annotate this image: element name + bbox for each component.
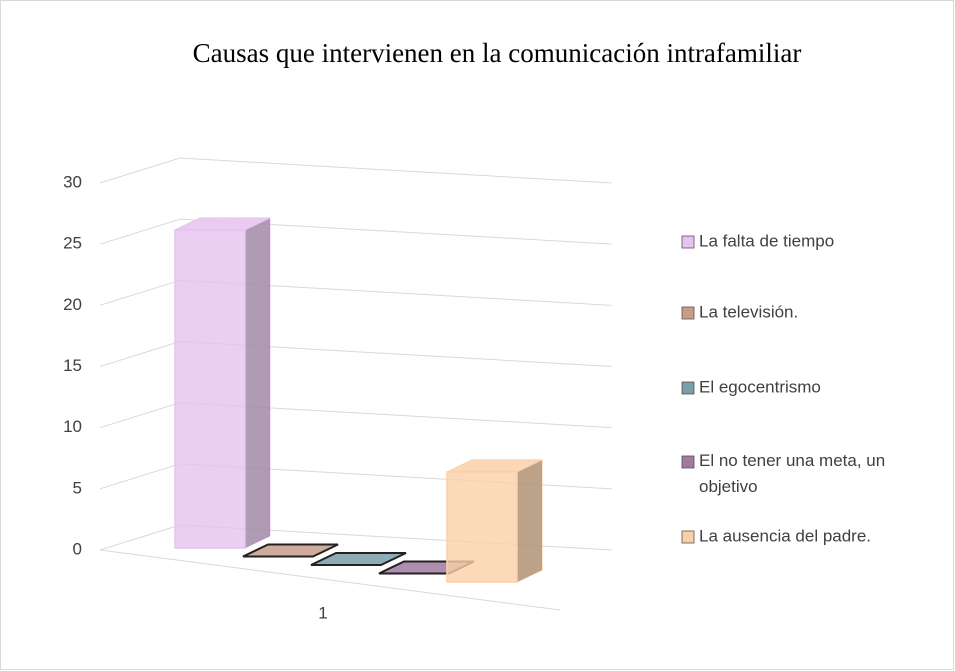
legend-swatch <box>681 306 695 320</box>
bar-side-shade <box>517 459 542 582</box>
bar-side-shade <box>245 217 270 548</box>
grid-line <box>99 218 613 245</box>
legend-label: El no tener una meta, un objetivo <box>699 451 885 496</box>
legend-label: El egocentrismo <box>699 377 821 396</box>
y-tick-label: 10 <box>63 417 82 436</box>
legend-swatch <box>681 381 695 395</box>
legend-swatch <box>681 530 695 544</box>
y-tick-label: 0 <box>73 539 82 558</box>
legend-swatch <box>681 235 695 249</box>
legend-label: La televisión. <box>699 302 798 321</box>
bar-top <box>242 543 339 558</box>
bar-front <box>446 471 518 583</box>
y-tick-label: 5 <box>73 478 82 497</box>
y-tick-label: 15 <box>63 356 82 375</box>
bar-top <box>310 552 407 566</box>
x-tick-label: 1 <box>318 603 327 622</box>
floor-edge <box>99 549 561 611</box>
bar-front <box>174 229 246 549</box>
legend-label: La ausencia del padre. <box>699 526 871 545</box>
legend-label: La falta de tiempo <box>699 231 834 250</box>
y-tick-label: 20 <box>63 295 82 314</box>
y-tick-label: 30 <box>63 172 82 191</box>
legend-swatch <box>681 455 695 469</box>
grid-line <box>99 157 613 184</box>
y-tick-label: 25 <box>63 234 82 253</box>
chart-title: Causas que intervienen en la comunicació… <box>193 38 802 68</box>
